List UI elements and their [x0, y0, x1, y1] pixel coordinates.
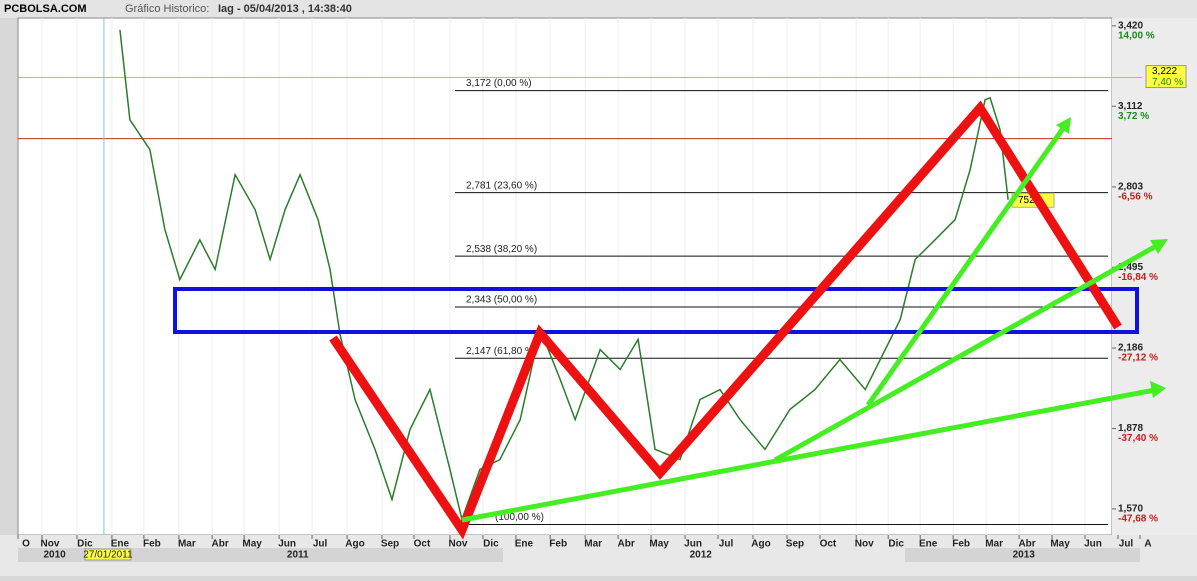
year-label: 2012: [690, 550, 713, 561]
y-tick-label: 2,803: [1118, 182, 1143, 193]
last-price-label: 752: [1018, 195, 1035, 206]
x-tick-label: Mar: [985, 539, 1003, 550]
y2-tick-label: -6,56 %: [1118, 192, 1153, 203]
x-tick-label: Ene: [111, 539, 130, 550]
y-tick-label: 3,112: [1118, 101, 1143, 112]
year-label: 2010: [44, 550, 67, 561]
x-tick-label: May: [649, 539, 669, 550]
x-tick-label: Jun: [684, 539, 702, 550]
x-tick-label: Feb: [143, 539, 161, 550]
ticker: Iag - 05/04/2013 , 14:38:40: [218, 3, 352, 15]
arrowhead: [1150, 239, 1168, 254]
x-tick-label: Dic: [77, 539, 93, 550]
x-tick-label: Sep: [786, 539, 804, 550]
x-tick-label: A: [1144, 539, 1151, 550]
x-tick-label: Jun: [278, 539, 296, 550]
cursor-date-box: [84, 548, 132, 561]
header-label: Gráfico Historico:: [125, 3, 209, 15]
x-tick-label: Abr: [212, 539, 229, 550]
fib-label: 2,538 (38,20 %): [466, 244, 537, 255]
arrowhead: [1056, 117, 1071, 134]
x-tick-label: O: [22, 539, 30, 550]
y2-tick-label: 3,72 %: [1118, 111, 1149, 122]
y-tick-label: 1,570: [1118, 504, 1143, 515]
y-tick-label: 2,186: [1118, 343, 1143, 354]
x-tick-label: May: [242, 539, 262, 550]
x-tick-label: Feb: [549, 539, 567, 550]
x-tick-label: Jul: [313, 539, 328, 550]
y-tick-label: 3,420: [1118, 20, 1143, 31]
y-tick-label: 2,495: [1118, 262, 1143, 273]
y2-tick-label: -37,40 %: [1118, 433, 1158, 444]
reference-box: [1145, 65, 1187, 89]
reference-pct: 7,40 %: [1152, 77, 1183, 88]
x-tick-label: Dic: [888, 539, 904, 550]
marks: O Nov Dic Ene Feb Mar Abr May Jun Jul Ago Sep Oct Nov…: [17, 18, 1187, 561]
fib-label: 3,172 (0,00 %): [466, 78, 532, 89]
year-label: 2011: [287, 550, 309, 561]
x-tick-label: Oct: [414, 539, 431, 550]
y2-tick-label: 14,00 %: [1118, 30, 1155, 41]
zigzag: [329, 100, 1122, 540]
x-tick-label: Nov: [855, 539, 874, 550]
x-tick-label: May: [1050, 539, 1070, 550]
y-tick-label: 1,878: [1118, 423, 1143, 434]
year-label: 2013: [1013, 550, 1036, 561]
header-bar: [0, 0, 1197, 18]
annotations: [173, 100, 1168, 540]
trend-line: [773, 242, 1160, 463]
x-tick-label: Jul: [719, 539, 734, 550]
x-tick-label: Abr: [618, 539, 635, 550]
x-tick-label: Abr: [1018, 539, 1035, 550]
fib-label: 2,781 (23,60 %): [466, 180, 537, 191]
x-tick-label: Sep: [381, 539, 399, 550]
support-box: [173, 287, 1139, 334]
x-tick-label: Ene: [919, 539, 938, 550]
trend-line: [865, 125, 1067, 407]
x-tick-label: Mar: [584, 539, 602, 550]
x-tick-label: Nov: [448, 539, 467, 550]
x-tick-label: Ago: [751, 539, 770, 550]
arrowhead: [1150, 381, 1166, 398]
y2-tick-label: -47,68 %: [1118, 514, 1158, 525]
x-tick-label: Ago: [345, 539, 364, 550]
fib-label: (100,00 %): [495, 512, 544, 523]
y2-tick-label: -16,84 %: [1118, 272, 1158, 283]
year-band: [18, 548, 503, 562]
x-tick-label: Dic: [483, 539, 499, 550]
x-tick-label: Ene: [515, 539, 534, 550]
x-tick-label: Jul: [1119, 539, 1134, 550]
right-axis-area: [1112, 18, 1197, 535]
fib-label: 2,147 (61,80 %): [466, 346, 537, 357]
x-tick-label: Mar: [178, 539, 196, 550]
trend-line: [461, 387, 1156, 523]
x-tick-label: Jun: [1084, 539, 1102, 550]
reference-label: 3,222: [1152, 66, 1177, 77]
y2-tick-label: -27,12 %: [1118, 353, 1158, 364]
year-band: [905, 548, 1140, 562]
x-tick-label: Nov: [41, 539, 60, 550]
site-name: PCBOLSA.COM: [4, 3, 87, 15]
year-label: 27/01/2011: [83, 550, 133, 561]
x-tick-label: Feb: [952, 539, 970, 550]
fib-label: 2,343 (50,00 %): [466, 295, 537, 306]
x-tick-label: Oct: [820, 539, 837, 550]
